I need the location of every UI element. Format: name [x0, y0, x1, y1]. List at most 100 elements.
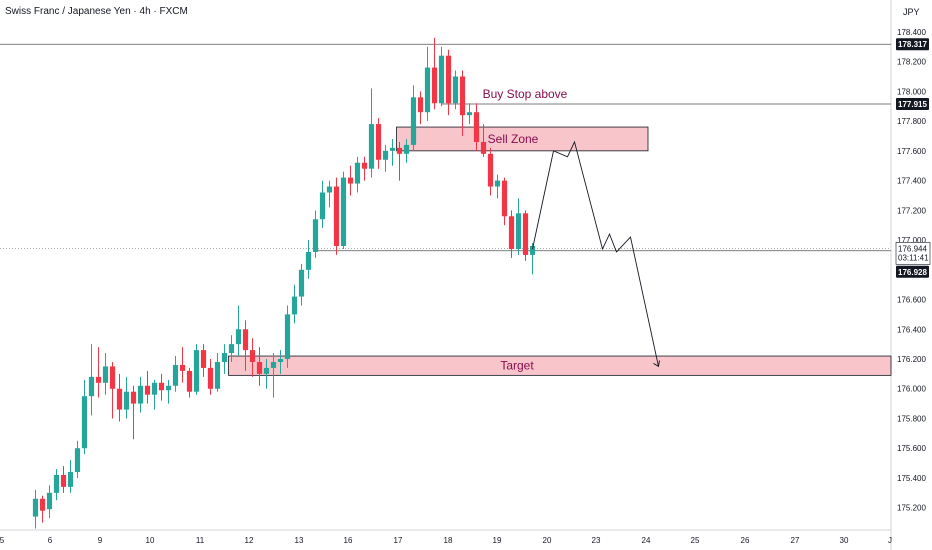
projection-path — [532, 140, 659, 367]
candle-body — [186, 370, 193, 392]
x-tick-label: J — [888, 536, 892, 545]
candle-body — [319, 192, 326, 220]
buy-stop-label: Buy Stop above — [483, 87, 568, 101]
candle-body — [291, 296, 298, 315]
candle-body — [389, 147, 396, 151]
candle-body — [214, 361, 221, 389]
y-tick-label: 177.200 — [897, 206, 926, 215]
low-price-tag: 176.928 — [898, 268, 927, 277]
sell-zone-label: Sell Zone — [488, 132, 539, 146]
candle-body — [200, 350, 207, 368]
current-price-tag: 176.944 — [898, 244, 927, 253]
x-tick-label: 11 — [196, 536, 205, 545]
candle-body — [515, 213, 522, 249]
candle-body — [102, 366, 109, 383]
target-zone-label: Target — [500, 359, 534, 373]
y-tick-label: 176.000 — [897, 385, 926, 394]
candle-body — [494, 180, 501, 187]
x-tick-label: 12 — [245, 536, 254, 545]
y-tick-label: 176.200 — [897, 355, 926, 364]
candle-body — [333, 186, 340, 247]
candle-body — [270, 361, 277, 368]
candle-body — [326, 186, 333, 193]
y-tick-label: 175.600 — [897, 444, 926, 453]
candle-body — [354, 162, 361, 184]
candle-body — [256, 361, 263, 374]
y-tick-label: 175.800 — [897, 414, 926, 423]
currency-unit-label: JPY — [903, 7, 920, 17]
candle-body — [144, 385, 151, 395]
y-tick-label: 177.400 — [897, 177, 926, 186]
candle-body — [109, 366, 116, 389]
candle-body — [263, 367, 270, 374]
x-tick-label: 25 — [691, 536, 700, 545]
y-tick-label: 178.000 — [897, 87, 926, 96]
candle-body — [361, 162, 368, 169]
candle-body — [88, 376, 95, 397]
candle-body — [130, 391, 137, 404]
low-price-tag-bg — [896, 265, 929, 278]
y-tick-label: 176.400 — [897, 325, 926, 334]
candle-body — [74, 448, 81, 473]
x-tick-label: 5 — [0, 536, 5, 545]
candle-body — [529, 246, 536, 255]
buy-stop-price-tag-bg — [896, 98, 929, 111]
candle-body — [235, 329, 242, 345]
y-tick-label: 177.800 — [897, 117, 926, 126]
candle-body — [396, 147, 403, 154]
y-tick-label: 176.600 — [897, 296, 926, 305]
chart-title: Swiss Franc / Japanese Yen · 4h · FXCM — [5, 6, 188, 17]
candle-body — [473, 112, 480, 142]
sell-zone — [396, 126, 649, 152]
candle-body — [158, 382, 165, 391]
candle-body — [459, 76, 466, 116]
candle-body — [242, 329, 249, 351]
candle-body — [284, 314, 291, 360]
candle-body — [137, 385, 144, 404]
candle-body — [375, 124, 382, 160]
x-tick-label: 26 — [741, 536, 750, 545]
candle-body — [452, 76, 459, 104]
candle-body — [480, 141, 487, 154]
current-price-tag-bg — [895, 242, 931, 265]
x-tick-label: 27 — [791, 536, 800, 545]
candle-body — [60, 474, 67, 487]
candle-body — [403, 144, 410, 154]
target-zone — [228, 355, 892, 376]
candle-body — [312, 219, 319, 252]
candle-body — [431, 67, 438, 104]
candle-body — [116, 388, 123, 410]
x-tick-label: 20 — [543, 536, 552, 545]
candle-body — [445, 55, 452, 104]
candle-body — [95, 376, 102, 383]
candle-body — [207, 367, 214, 389]
candle-body — [151, 382, 158, 395]
high-price-tag: 178.317 — [898, 40, 927, 49]
candle-body — [46, 492, 53, 510]
candle-body — [508, 216, 515, 249]
candle-body — [298, 269, 305, 297]
candle-body — [81, 396, 88, 449]
candle-body — [165, 385, 172, 391]
y-tick-label: 178.400 — [897, 28, 926, 37]
high-price-tag-bg — [896, 38, 929, 51]
candle-body — [487, 153, 494, 187]
y-tick-label: 175.200 — [897, 504, 926, 513]
y-tick-label: 178.200 — [897, 58, 926, 67]
x-tick-label: 6 — [48, 536, 53, 545]
candle-body — [368, 124, 375, 169]
candle-body — [382, 150, 389, 160]
candle-body — [39, 498, 46, 511]
x-tick-label: 23 — [592, 536, 601, 545]
candle-body — [67, 472, 74, 487]
x-tick-label: 24 — [642, 536, 651, 545]
candle-body — [501, 180, 508, 217]
candle-body — [347, 177, 354, 184]
x-tick-label: 10 — [146, 536, 155, 545]
y-tick-label: 177.000 — [897, 236, 926, 245]
candle-body — [179, 364, 186, 371]
candle-body — [438, 55, 445, 104]
candle-body — [249, 350, 256, 362]
y-tick-label: 177.600 — [897, 147, 926, 156]
